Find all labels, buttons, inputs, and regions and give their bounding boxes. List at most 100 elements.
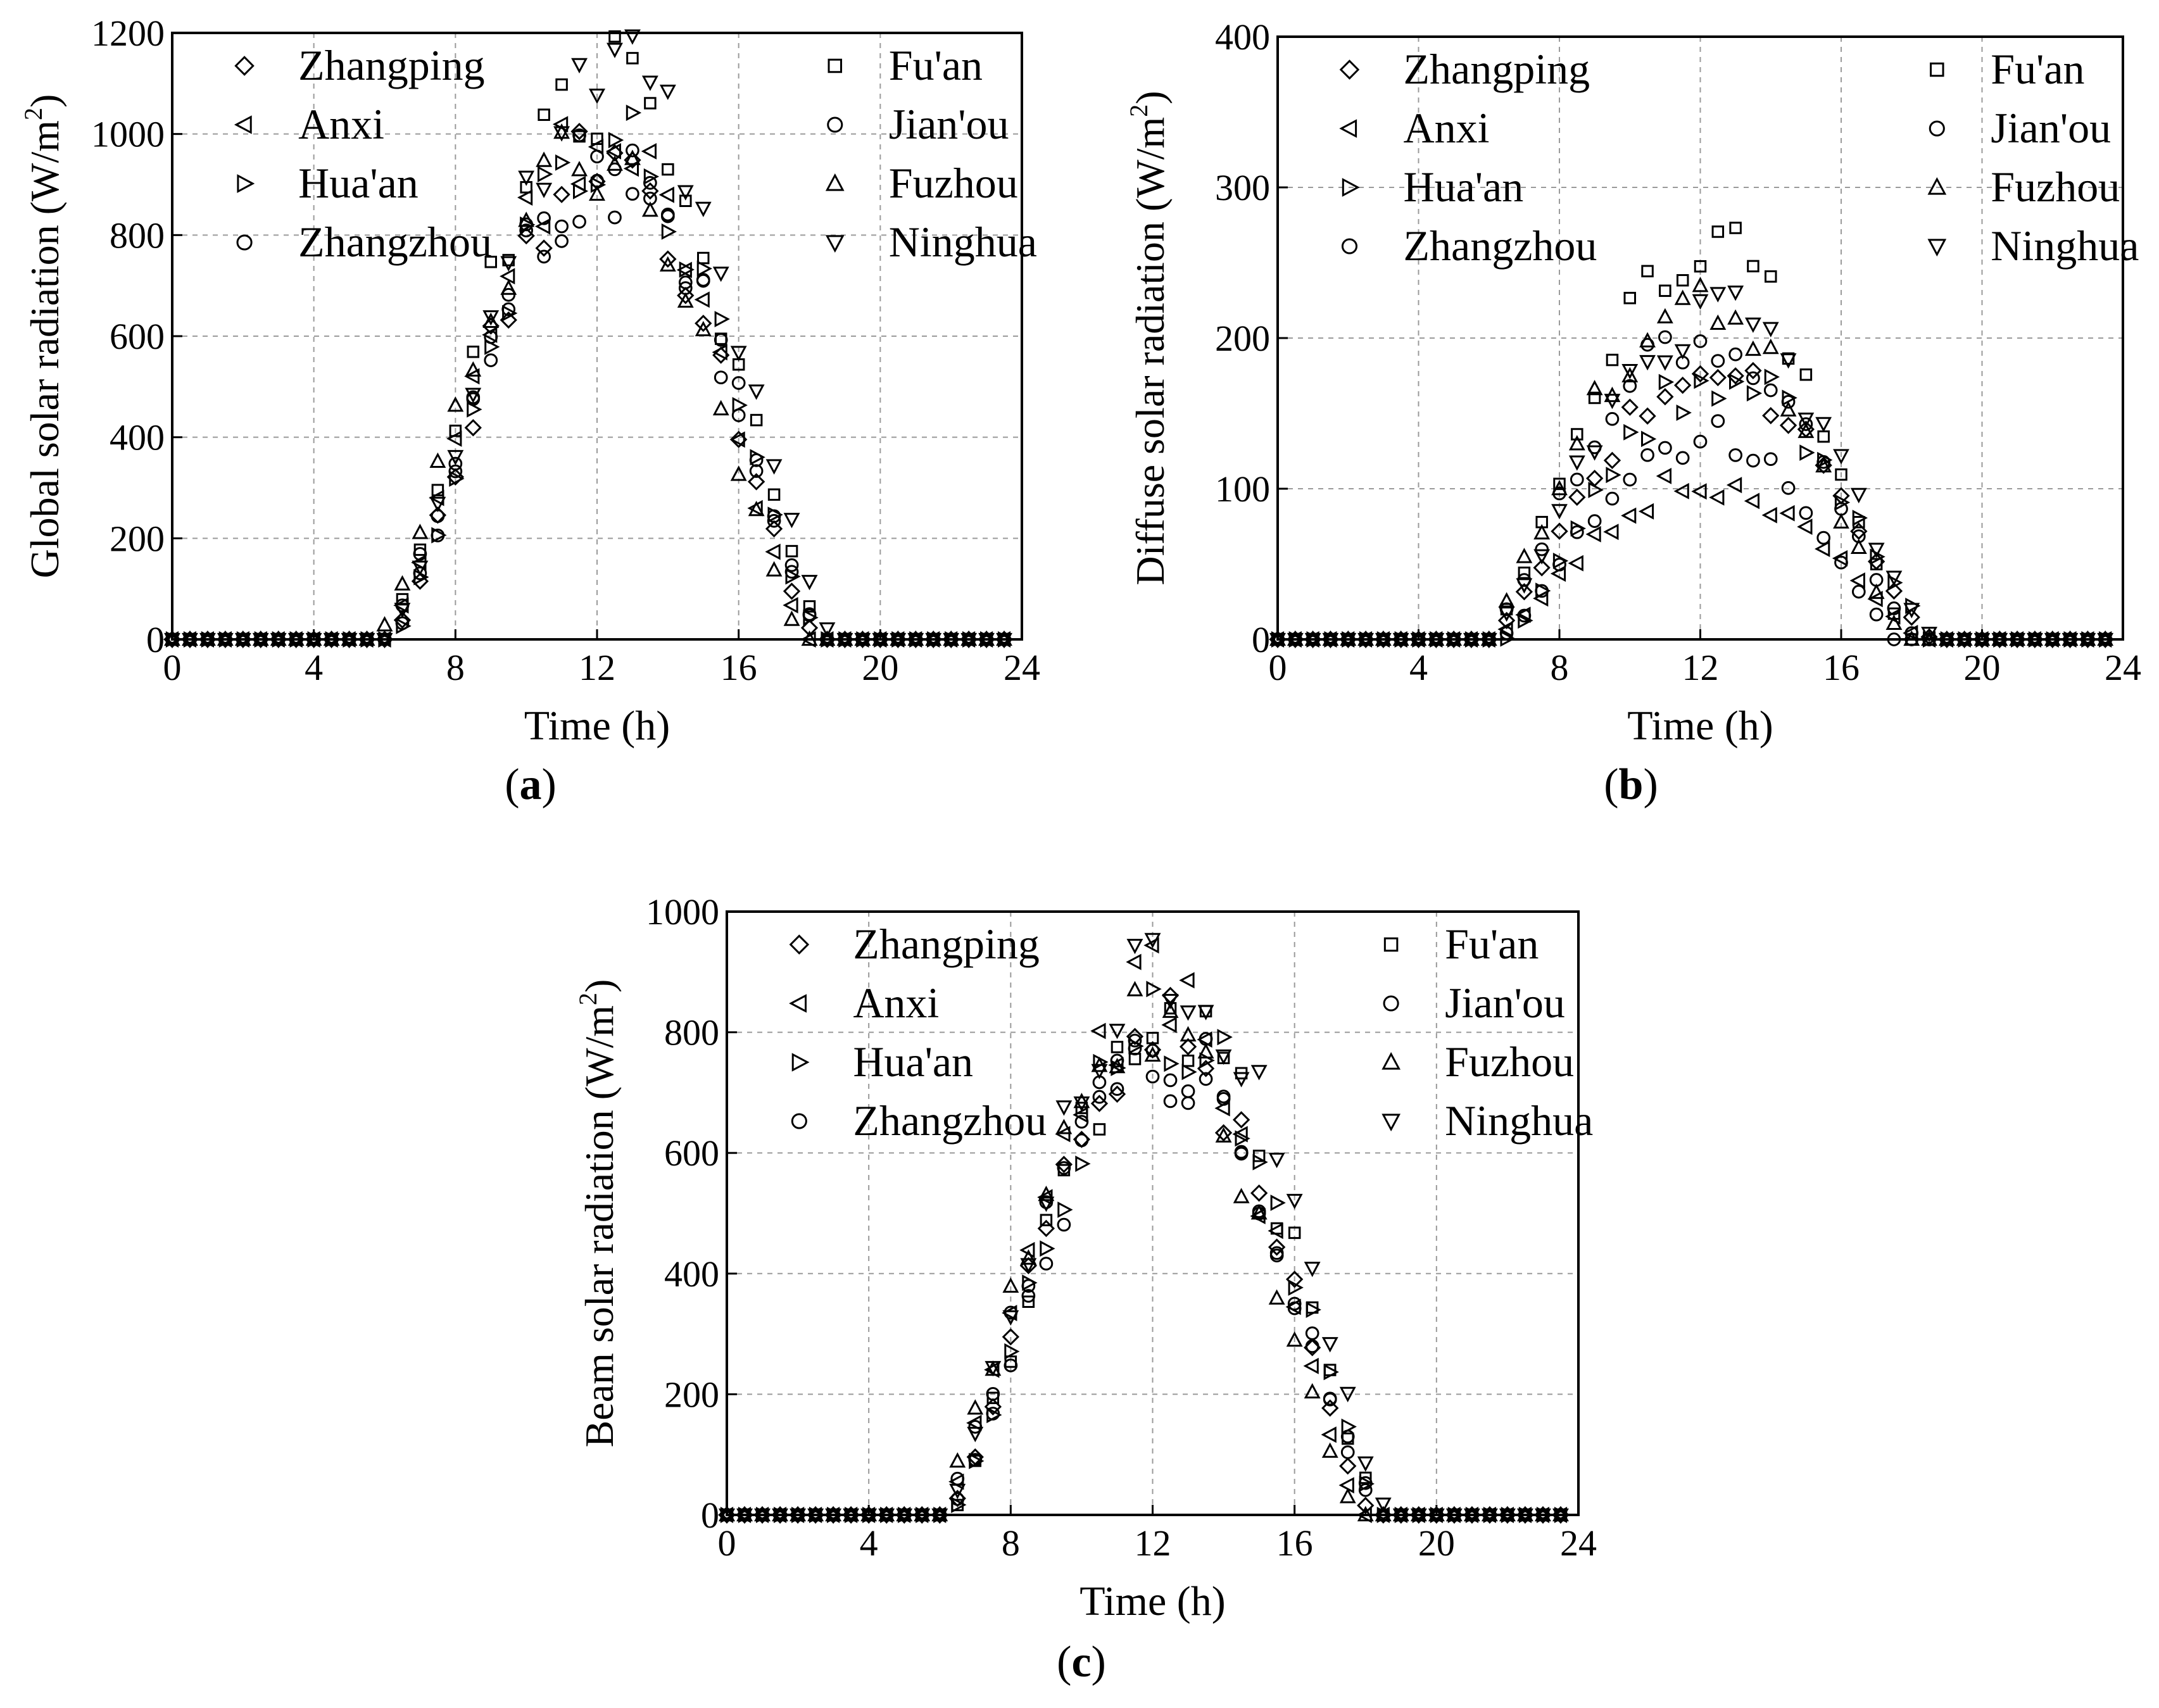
data-point-ninghua <box>1357 1456 1374 1472</box>
data-point-ninghua <box>1268 1152 1285 1169</box>
data-point-ninghua <box>1162 994 1179 1010</box>
data-point-fuzhou <box>730 465 747 481</box>
data-point-huaan <box>1518 612 1533 629</box>
panel-caption-letter: b <box>1619 760 1644 809</box>
data-point-fuan <box>1518 567 1531 579</box>
y-tick-label: 1200 <box>91 13 165 54</box>
data-point-ninghua <box>1073 1096 1090 1112</box>
data-point-ninghua <box>772 1508 788 1524</box>
data-point-huaan <box>1288 1279 1304 1296</box>
legend: Zhangping Anxi Hua'an Zhangzhou Fu'an Jian'ou… <box>789 920 1593 1145</box>
data-point-fuzhou <box>1055 1119 1073 1134</box>
data-point-fuzhou <box>624 149 641 165</box>
data-point-ninghua <box>1639 355 1656 371</box>
data-point-huaan <box>1711 390 1727 407</box>
data-point-huaan <box>1606 467 1621 484</box>
data-point-jianou <box>1781 394 1796 409</box>
data-point-jianou <box>1605 411 1620 426</box>
data-point-zhangping <box>1779 417 1797 434</box>
data-point-ninghua <box>1885 570 1903 586</box>
data-point-ninghua <box>358 632 375 649</box>
data-point-huaan <box>1764 368 1780 386</box>
data-point-fuzhou <box>1568 435 1585 451</box>
data-point-jianou <box>784 565 799 579</box>
data-point-ninghua <box>1357 632 1374 649</box>
data-point-fuzhou <box>677 292 694 308</box>
data-point-huaan <box>1641 430 1657 448</box>
data-point-anxi <box>1303 1357 1319 1374</box>
data-point-zhangping <box>1321 1399 1339 1417</box>
data-point-zhangzhou <box>1816 531 1831 545</box>
legend-label: Ninghua <box>1991 222 2139 270</box>
data-point-zhangping <box>984 1398 1002 1416</box>
data-point-fuzhou <box>1126 981 1143 996</box>
data-point-jianou <box>660 208 675 222</box>
data-point-ninghua <box>1938 632 1955 649</box>
data-point-fuan <box>1359 1471 1372 1485</box>
data-point-jianou <box>590 149 604 164</box>
data-point-fuan <box>1799 368 1813 381</box>
data-point-fuan <box>591 132 603 146</box>
data-point-fuzhou <box>748 501 765 517</box>
x-tick-label: 4 <box>1409 647 1428 688</box>
data-point-jianou <box>986 1386 1000 1401</box>
y-tick-label: 800 <box>664 1012 719 1053</box>
data-point-jianou <box>1570 472 1584 487</box>
data-point-fuzhou <box>571 161 588 177</box>
data-point-zhangping <box>393 611 412 629</box>
data-point-anxi <box>534 218 551 235</box>
legend-label: Fu'an <box>1991 45 2084 93</box>
chart-panel-a: 0 4 8 12 16 20 24 0 200 400 600 800 1000 1200 Time (h)… <box>19 13 1040 809</box>
data-point-zhangzhou <box>1693 434 1708 449</box>
data-point-zhangping <box>553 185 570 203</box>
data-point-jianou <box>1658 330 1672 344</box>
data-point-zhangzhou <box>626 143 639 158</box>
legend-label: Fu'an <box>1445 920 1539 968</box>
data-points <box>717 932 1570 1524</box>
data-point-ninghua <box>907 632 924 649</box>
data-point-anxi <box>712 344 727 361</box>
y-tick-label: 400 <box>664 1253 719 1295</box>
data-point-zhangping <box>1232 1111 1250 1129</box>
data-point-ninghua <box>641 75 658 91</box>
data-point-huaan <box>679 261 695 278</box>
data-points <box>163 29 1014 649</box>
legend-marker <box>1927 239 1947 257</box>
x-tick-label: 4 <box>305 647 323 688</box>
data-point-ninghua <box>571 58 588 73</box>
x-tick-label: 12 <box>1682 647 1719 688</box>
data-point-zhangzhou <box>1711 414 1725 428</box>
data-point-ninghua <box>164 632 180 649</box>
data-point-huaan <box>714 311 730 328</box>
data-point-ninghua <box>305 632 322 649</box>
data-point-fuzhou <box>1868 583 1885 600</box>
data-point-ninghua <box>790 1508 806 1524</box>
legend: Zhangping Anxi Hua'an Zhangzhou Fu'an Jian'ou… <box>1339 45 2139 270</box>
data-point-fuzhou <box>1286 1331 1303 1347</box>
data-point-fuan <box>1146 1031 1159 1045</box>
data-point-jianou <box>1340 1429 1355 1444</box>
legend-label: Ninghua <box>889 218 1037 266</box>
legend-label: Hua'an <box>298 159 419 207</box>
data-point-zhangping <box>1285 1271 1304 1288</box>
panel-caption-open: ( <box>505 760 519 809</box>
data-point-fuzhou <box>1144 1046 1161 1062</box>
data-point-fuzhou <box>1250 1204 1268 1220</box>
data-point-fuzhou <box>1797 422 1815 438</box>
data-point-huaan <box>1746 385 1763 402</box>
data-point-ninghua <box>978 632 995 649</box>
legend-label: Fuzhou <box>889 159 1018 207</box>
data-point-fuzhou <box>695 320 712 337</box>
data-point-ninghua <box>1410 1508 1427 1524</box>
data-point-zhangzhou <box>1623 472 1637 487</box>
data-point-zhangping <box>695 315 712 332</box>
data-point-anxi <box>694 291 710 308</box>
data-point-ninghua <box>1727 286 1744 301</box>
data-point-zhangping <box>1339 1457 1357 1475</box>
legend-label: Hua'an <box>853 1038 973 1086</box>
data-point-ninghua <box>925 632 942 649</box>
data-point-fuan <box>1747 260 1759 273</box>
legend-label: Anxi <box>853 979 939 1027</box>
data-point-jianou <box>731 408 746 422</box>
